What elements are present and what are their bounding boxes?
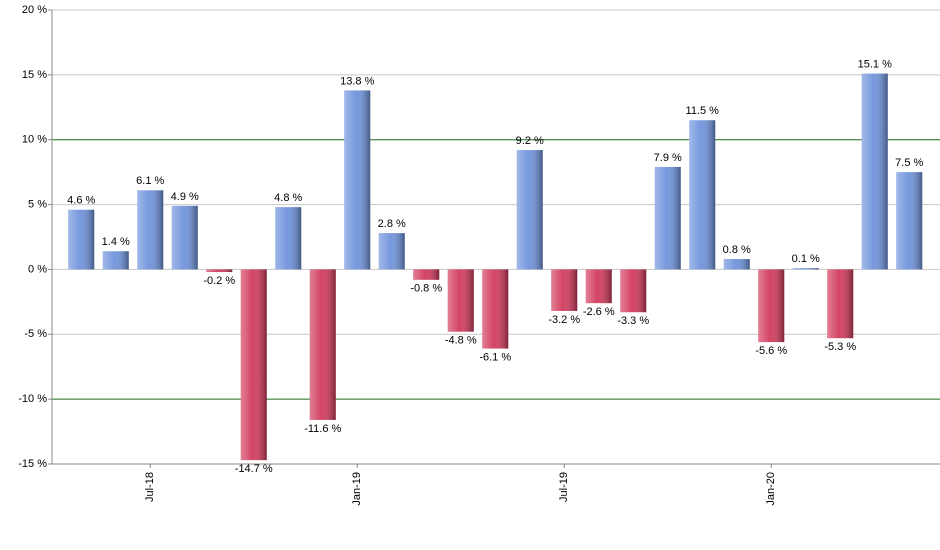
bar-shade — [102, 251, 129, 270]
y-tick-label: 5 % — [28, 198, 47, 210]
value-label: 0.1 % — [792, 253, 820, 265]
x-tick-label: Jan-19 — [351, 472, 363, 506]
bar-shade — [344, 90, 371, 270]
bar-shade — [551, 269, 578, 311]
bar-shade — [171, 205, 198, 270]
x-tick-label: Jul-18 — [144, 472, 156, 502]
bar-shade — [447, 269, 474, 332]
bar-shade — [620, 269, 647, 313]
y-tick-label: 0 % — [28, 263, 47, 275]
y-tick-label: -15 % — [18, 458, 47, 470]
bar-shade — [827, 269, 854, 339]
value-label: 4.6 % — [67, 195, 95, 207]
x-tick-label: Jul-19 — [558, 472, 570, 502]
value-label: -6.1 % — [479, 351, 511, 363]
value-label: 0.8 % — [723, 244, 751, 256]
bar-shade — [723, 259, 750, 270]
value-label: -2.6 % — [583, 306, 615, 318]
value-label: -0.8 % — [410, 283, 442, 295]
value-label: -5.3 % — [824, 341, 856, 353]
value-label: 2.8 % — [378, 218, 406, 230]
y-tick-label: -10 % — [18, 393, 47, 405]
bar-shade — [482, 269, 509, 349]
y-tick-label: 15 % — [22, 69, 47, 81]
bar-shade — [896, 172, 923, 270]
bar-shade — [758, 269, 785, 343]
value-label: 7.9 % — [654, 152, 682, 164]
value-label: 6.1 % — [136, 175, 164, 187]
bar-shade — [309, 269, 336, 420]
bar-shade — [516, 150, 543, 270]
value-label: -0.2 % — [203, 275, 235, 287]
value-label: 9.2 % — [516, 135, 544, 147]
bar-shade — [585, 269, 612, 304]
value-label: -11.6 % — [304, 423, 341, 435]
value-label: 13.8 % — [340, 75, 374, 87]
bar-shade — [240, 269, 267, 461]
y-tick-label: -5 % — [24, 328, 47, 340]
bar-shade — [378, 233, 405, 270]
value-label: 11.5 % — [686, 105, 720, 117]
bar-shade — [275, 207, 302, 270]
bar-shade — [68, 209, 95, 270]
bar-shade — [137, 190, 164, 270]
value-label: 4.9 % — [171, 191, 199, 203]
y-tick-label: 20 % — [22, 4, 47, 16]
value-label: -3.3 % — [617, 315, 649, 327]
value-label: -4.8 % — [445, 335, 477, 347]
bar-shade — [413, 269, 440, 280]
bar-shade — [206, 269, 233, 273]
value-label: -5.6 % — [755, 345, 787, 357]
y-tick-label: 10 % — [22, 134, 47, 146]
value-label: 4.8 % — [274, 192, 302, 204]
value-label: 15.1 % — [858, 58, 892, 70]
value-label: -14.7 % — [235, 463, 273, 475]
bar-shade — [689, 120, 716, 270]
value-label: 1.4 % — [102, 236, 130, 248]
bar-shade — [792, 268, 819, 270]
value-label: 7.5 % — [895, 157, 923, 169]
bar-shade — [861, 73, 888, 270]
value-label: -3.2 % — [548, 314, 580, 326]
bar-shade — [654, 166, 681, 270]
x-tick-label: Jan-20 — [765, 472, 777, 506]
